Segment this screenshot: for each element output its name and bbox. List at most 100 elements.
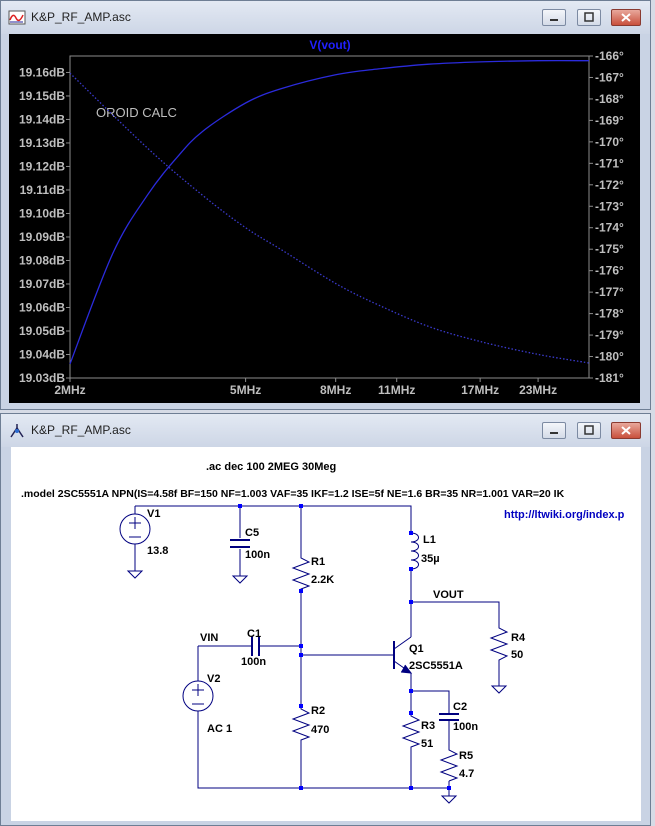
v2-value[interactable]: AC 1 bbox=[207, 723, 232, 735]
y-right-tick-label: -172° bbox=[595, 178, 624, 192]
close-button[interactable] bbox=[611, 9, 641, 26]
r3-name[interactable]: R3 bbox=[421, 720, 435, 732]
plot-window: K&P_RF_AMP.asc V(vout) OROID CALC 19.16d… bbox=[0, 0, 651, 410]
c1-capacitor-symbol[interactable] bbox=[251, 636, 260, 656]
x-tick-label: 23MHz bbox=[519, 383, 557, 397]
schematic-window-titlebar[interactable]: K&P_RF_AMP.asc bbox=[1, 414, 650, 447]
r1-resistor-symbol[interactable] bbox=[291, 553, 311, 591]
y-right-tick-label: -175° bbox=[595, 242, 624, 256]
maximize-button[interactable] bbox=[577, 9, 601, 26]
v2-source-symbol[interactable] bbox=[182, 680, 214, 712]
plot-annotation: OROID CALC bbox=[96, 105, 177, 120]
r2-name[interactable]: R2 bbox=[311, 705, 325, 717]
plot-series bbox=[69, 59, 590, 365]
r1-name[interactable]: R1 bbox=[311, 556, 325, 568]
v1-name[interactable]: V1 bbox=[147, 508, 160, 520]
y-left-tick-label: 19.03dB bbox=[19, 371, 65, 385]
c2-capacitor-symbol[interactable] bbox=[439, 713, 459, 721]
schematic-window-title: K&P_RF_AMP.asc bbox=[31, 423, 131, 437]
y-left-tick-label: 19.11dB bbox=[20, 183, 66, 197]
c1-value[interactable]: 100n bbox=[241, 656, 266, 668]
c5-capacitor-symbol[interactable] bbox=[230, 539, 250, 548]
minimize-icon bbox=[550, 432, 558, 434]
trace-label-vout[interactable]: V(vout) bbox=[309, 38, 350, 52]
c5-value[interactable]: 100n bbox=[245, 549, 270, 561]
q1-transistor-symbol[interactable] bbox=[393, 636, 413, 674]
schematic-close-button[interactable] bbox=[611, 422, 641, 439]
y-right-tick-label: -168° bbox=[595, 92, 624, 106]
schematic-window: K&P_RF_AMP.asc .ac dec 100 2MEG 30Meg .m… bbox=[0, 413, 651, 826]
wires bbox=[134, 505, 500, 796]
y-right-tick-label: -179° bbox=[595, 328, 624, 342]
x-tick-label: 2MHz bbox=[54, 383, 85, 397]
v2-name[interactable]: V2 bbox=[207, 673, 220, 685]
waveform-plot[interactable]: V(vout) OROID CALC 19.16dB 19.15dB 19.14dB… bbox=[9, 34, 640, 403]
l1-name[interactable]: L1 bbox=[423, 534, 436, 546]
y-left-tick-label: 19.16dB bbox=[19, 65, 65, 79]
y-left-tick-label: 19.07dB bbox=[19, 277, 65, 291]
q1-value[interactable]: 2SC5551A bbox=[409, 660, 463, 672]
phase-trace[interactable] bbox=[69, 72, 590, 364]
schematic-maximize-button[interactable] bbox=[577, 422, 601, 439]
c5-name[interactable]: C5 bbox=[245, 527, 259, 539]
schematic-canvas[interactable]: .ac dec 100 2MEG 30Meg .model 2SC5551A N… bbox=[11, 447, 641, 821]
y-right-tick-label: -176° bbox=[595, 264, 624, 278]
v1-value[interactable]: 13.8 bbox=[147, 545, 168, 557]
y-right-tick-label: -167° bbox=[595, 70, 624, 84]
r2-value[interactable]: 470 bbox=[311, 724, 329, 736]
minimize-button[interactable] bbox=[542, 9, 566, 26]
minimize-icon bbox=[550, 19, 558, 21]
c2-value[interactable]: 100n bbox=[453, 721, 478, 733]
model-directive[interactable]: .model 2SC5551A NPN(IS=4.58f BF=150 NF=1… bbox=[21, 488, 565, 500]
maximize-icon bbox=[584, 425, 594, 435]
r1-value[interactable]: 2.2K bbox=[311, 574, 334, 586]
schematic-svg: .ac dec 100 2MEG 30Meg .model 2SC5551A N… bbox=[21, 461, 625, 804]
y-left-tick-label: 19.12dB bbox=[19, 159, 65, 173]
y-right-tick-label: -181° bbox=[595, 371, 624, 385]
plot-window-title: K&P_RF_AMP.asc bbox=[31, 10, 131, 24]
y-left-tick-label: 19.10dB bbox=[19, 206, 65, 220]
close-icon bbox=[621, 13, 631, 22]
plot-window-titlebar[interactable]: K&P_RF_AMP.asc bbox=[1, 1, 650, 34]
r4-value[interactable]: 50 bbox=[511, 649, 523, 661]
v1-source-symbol[interactable] bbox=[119, 513, 151, 545]
l1-value[interactable]: 35µ bbox=[421, 553, 440, 565]
q1-name[interactable]: Q1 bbox=[409, 643, 424, 655]
plot-svg: V(vout) OROID CALC 19.16dB 19.15dB 19.14dB… bbox=[19, 38, 624, 397]
ltwiki-link[interactable]: http://ltwiki.org/index.p bbox=[504, 509, 625, 521]
net-label-vin[interactable]: VIN bbox=[200, 632, 218, 644]
r5-value[interactable]: 4.7 bbox=[459, 768, 474, 780]
c1-name[interactable]: C1 bbox=[247, 628, 261, 640]
x-tick-label: 5MHz bbox=[230, 383, 261, 397]
r3-value[interactable]: 51 bbox=[421, 738, 433, 750]
l1-inductor-symbol[interactable] bbox=[410, 532, 419, 570]
ac-directive[interactable]: .ac dec 100 2MEG 30Meg bbox=[206, 461, 336, 473]
y-right-tick-label: -178° bbox=[595, 307, 624, 321]
r4-name[interactable]: R4 bbox=[511, 632, 526, 644]
x-tick-label: 8MHz bbox=[320, 383, 351, 397]
close-icon bbox=[621, 426, 631, 435]
maximize-icon bbox=[584, 12, 594, 22]
r2-resistor-symbol[interactable] bbox=[291, 706, 311, 741]
y-left-tick-label: 19.08dB bbox=[19, 253, 65, 267]
y-right-tick-label: -170° bbox=[595, 135, 624, 149]
y-right-tick-label: -166° bbox=[595, 49, 624, 63]
c2-name[interactable]: C2 bbox=[453, 701, 467, 713]
r3-resistor-symbol[interactable] bbox=[401, 713, 421, 748]
r5-name[interactable]: R5 bbox=[459, 750, 473, 762]
y-left-tick-label: 19.06dB bbox=[19, 300, 65, 314]
y-right-tick-label: -177° bbox=[595, 285, 624, 299]
y-right-tick-label: -180° bbox=[595, 350, 624, 364]
r5-resistor-symbol[interactable] bbox=[439, 747, 459, 782]
y-right-tick-label: -171° bbox=[595, 156, 624, 170]
y-left-tick-label: 19.14dB bbox=[19, 112, 65, 126]
magnitude-trace[interactable] bbox=[69, 59, 590, 365]
y-right-tick-label: -169° bbox=[595, 113, 624, 127]
y-left-tick-label: 19.15dB bbox=[19, 89, 65, 103]
schematic-minimize-button[interactable] bbox=[542, 422, 566, 439]
y-right-tick-label: -173° bbox=[595, 199, 624, 213]
r4-resistor-symbol[interactable] bbox=[489, 624, 509, 663]
schematic-app-icon bbox=[10, 424, 24, 438]
y-left-tick-label: 19.13dB bbox=[19, 136, 65, 150]
net-label-vout[interactable]: VOUT bbox=[433, 589, 464, 601]
